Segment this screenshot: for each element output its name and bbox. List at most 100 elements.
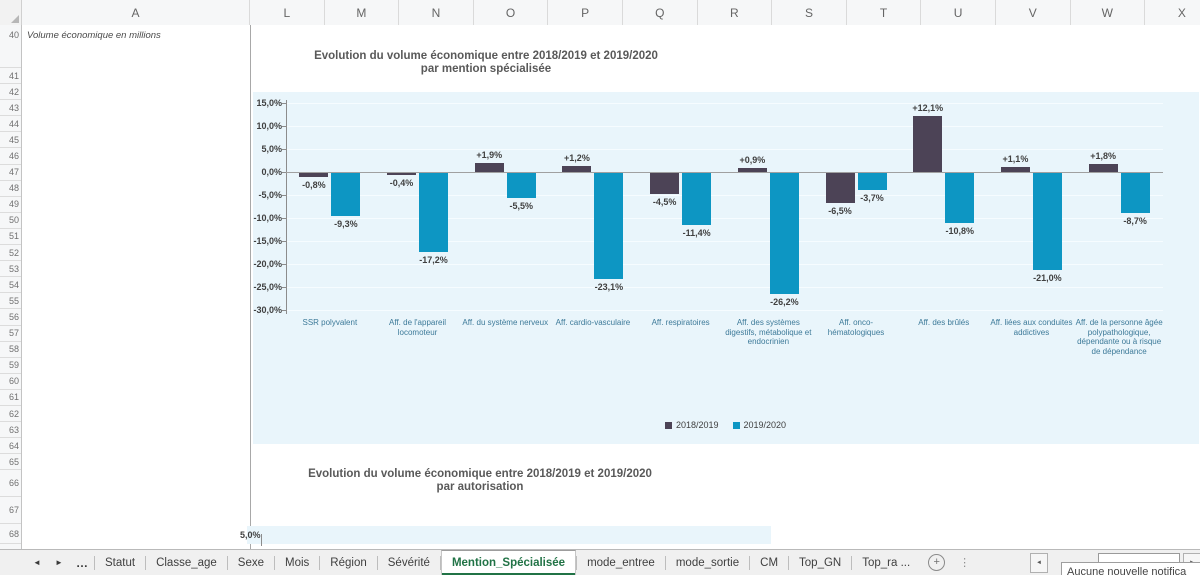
- chart1-ytick-mark: [282, 103, 286, 104]
- column-header-V[interactable]: V: [995, 0, 1071, 25]
- row-header-47[interactable]: 47: [0, 164, 21, 181]
- chart1-data-label: +1,2%: [564, 153, 590, 164]
- chart1-bar-2019/2020: [594, 173, 624, 280]
- column-header-W[interactable]: W: [1070, 0, 1146, 25]
- column-header-R[interactable]: R: [697, 0, 773, 25]
- row-header-60[interactable]: 60: [0, 373, 21, 390]
- tab-separator: [226, 555, 228, 570]
- tab-mois[interactable]: Mois: [285, 556, 310, 569]
- tab-separator: [145, 555, 147, 570]
- row-header-46[interactable]: 46: [0, 148, 21, 165]
- row-header-42[interactable]: 42: [0, 84, 21, 101]
- tabs-overflow-button[interactable]: …: [76, 555, 88, 570]
- chart-autorisation[interactable]: Evolution du volume économique entre 201…: [240, 458, 1200, 549]
- column-header-P[interactable]: P: [548, 0, 623, 25]
- select-all-button[interactable]: [0, 0, 22, 25]
- chart1-ytick-label: -30,0%: [253, 305, 282, 315]
- legend-swatch-icon: [664, 421, 672, 429]
- chart1-x-axis: [286, 172, 1163, 173]
- row-header-58[interactable]: 58: [0, 341, 21, 358]
- cell-a40[interactable]: Volume économique en millions: [27, 30, 161, 41]
- row-header-62[interactable]: 62: [0, 405, 21, 423]
- row-header-54[interactable]: 54: [0, 277, 21, 294]
- row-header-40[interactable]: 40: [0, 25, 21, 68]
- row-header-65[interactable]: 65: [0, 454, 21, 471]
- chart1-gridline: [286, 149, 1163, 150]
- chart1-bar-2018/2019: [562, 166, 592, 172]
- row-header-49[interactable]: 49: [0, 196, 21, 213]
- new-sheet-button[interactable]: +: [928, 554, 946, 571]
- row-header-55[interactable]: 55: [0, 293, 21, 310]
- tab-separator: [788, 555, 790, 570]
- chart1-bar-2018/2019: [474, 163, 504, 172]
- column-header-A[interactable]: A: [22, 0, 250, 25]
- chart2-ytick-label: 5,0%: [240, 530, 261, 540]
- row-header-67[interactable]: 67: [0, 497, 21, 525]
- tabs-scroll-back-button[interactable]: ◄: [33, 558, 41, 567]
- tab-r_gion[interactable]: Région: [330, 556, 367, 569]
- chart1-ytick-label: -5,0%: [258, 190, 282, 200]
- chart1-gridline: [286, 126, 1163, 127]
- column-header-T[interactable]: T: [846, 0, 922, 25]
- row-header-41[interactable]: 41: [0, 68, 21, 85]
- tab-splitter-handle[interactable]: ⋮: [959, 557, 971, 569]
- chart1-category-label: Aff. respiratoires: [651, 318, 710, 327]
- chart1-bar-2018/2019: [650, 173, 680, 194]
- chart1-data-label: -9,3%: [334, 218, 358, 229]
- tab-top_ra[interactable]: Top_ra ...: [862, 556, 911, 569]
- row-header-68[interactable]: 68: [0, 524, 21, 545]
- row-header-43[interactable]: 43: [0, 100, 21, 117]
- row-header-66[interactable]: 66: [0, 470, 21, 498]
- tab-s_v_rit[interactable]: Sévérité: [387, 556, 430, 569]
- tab-cm[interactable]: CM: [760, 556, 779, 569]
- row-header-45[interactable]: 45: [0, 132, 21, 149]
- chart1-data-label: +1,8%: [1090, 150, 1117, 161]
- chart1-bar-2018/2019: [737, 167, 767, 172]
- chart1-ytick-label: -10,0%: [253, 213, 282, 223]
- chart1-bar-2018/2019: [1088, 163, 1118, 172]
- row-header-48[interactable]: 48: [0, 180, 21, 197]
- tab-mention_sp_cialis_e[interactable]: Mention_Spécialisée: [440, 550, 577, 575]
- tab-classe_age[interactable]: Classe_age: [156, 556, 217, 569]
- row-header-63[interactable]: 63: [0, 422, 21, 439]
- row-header-59[interactable]: 59: [0, 357, 21, 374]
- chart2-title-line1: Evolution du volume économique entre 201…: [308, 468, 652, 480]
- row-headers: 40 41 42 43 44 45 46 47 48 49 50 51 52 53 54 55 56 57 58 59…: [0, 25, 22, 549]
- chart1-category-label: Aff. onco-hématologiques: [827, 318, 885, 337]
- chart1-gridline: [286, 241, 1163, 242]
- tab-statut[interactable]: Statut: [105, 556, 136, 569]
- tab-mode_sortie[interactable]: mode_sortie: [675, 556, 740, 569]
- row-header-50[interactable]: 50: [0, 212, 21, 229]
- column-header-N[interactable]: N: [399, 0, 474, 25]
- chart1-ytick-label: 15,0%: [256, 98, 282, 108]
- row-header-52[interactable]: 52: [0, 245, 21, 262]
- tab-sexe[interactable]: Sexe: [237, 556, 265, 569]
- chart1-data-label: -0,4%: [389, 177, 414, 188]
- chart1-data-label: -6,5%: [828, 205, 852, 216]
- row-header-61[interactable]: 61: [0, 389, 21, 406]
- chart1-bar-2018/2019: [299, 173, 329, 177]
- chart1-bar-2019/2020: [769, 173, 799, 294]
- row-header-51[interactable]: 51: [0, 228, 21, 246]
- column-header-M[interactable]: M: [324, 0, 400, 25]
- chart-mention-specialisee[interactable]: Evolution du volume économique entre 201…: [252, 40, 1200, 452]
- scroll-left-button[interactable]: ◄: [1030, 553, 1048, 573]
- column-header-X[interactable]: X: [1145, 0, 1200, 25]
- row-header-56[interactable]: 56: [0, 309, 21, 326]
- tab-separator: [749, 555, 751, 570]
- tab-separator: [319, 555, 321, 570]
- chart1-bar-2019/2020: [1120, 173, 1150, 214]
- row-header-64[interactable]: 64: [0, 438, 21, 455]
- row-header-57[interactable]: 57: [0, 325, 21, 342]
- column-header-Q[interactable]: Q: [622, 0, 698, 25]
- tabs-scroll-forward-button[interactable]: ►: [55, 558, 63, 567]
- column-header-O[interactable]: O: [473, 0, 549, 25]
- row-header-44[interactable]: 44: [0, 116, 21, 133]
- column-header-L[interactable]: L: [250, 0, 325, 25]
- tab-top_gn[interactable]: Top_GN: [799, 556, 842, 569]
- tab-mode_entree[interactable]: mode_entree: [587, 556, 655, 569]
- row-header-53[interactable]: 53: [0, 261, 21, 278]
- column-header-U[interactable]: U: [921, 0, 996, 25]
- column-header-S[interactable]: S: [772, 0, 847, 25]
